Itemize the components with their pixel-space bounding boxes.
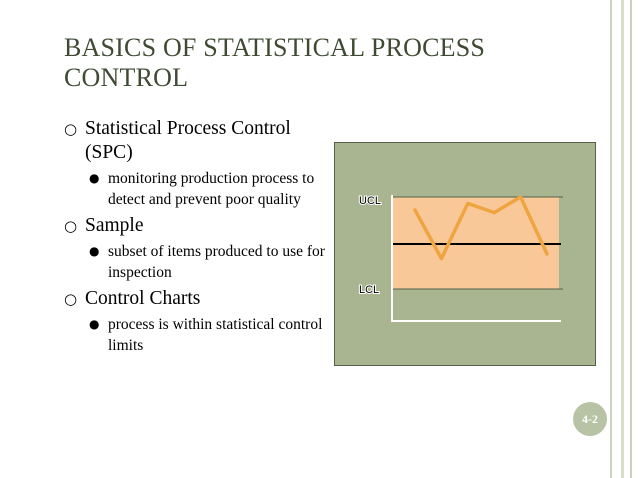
sub-bullet-control-charts-definition: ● process is within statistical control … [89, 314, 326, 356]
page-number-badge: 4-2 [573, 402, 607, 436]
sub-bullet-spc-definition: ● monitoring production process to detec… [89, 168, 326, 210]
filled-bullet-icon: ● [89, 171, 100, 185]
filled-bullet-icon: ● [89, 244, 100, 258]
bullet-text: Statistical Process Control (SPC) [85, 118, 291, 163]
decorative-stripe [610, 0, 612, 478]
process-line [413, 195, 549, 261]
sub-bullet-text: subset of items produced to use for insp… [108, 243, 325, 281]
ring-bullet-icon: ○ [64, 217, 78, 235]
control-chart-graphic: UCL LCL [358, 194, 563, 322]
decorative-stripe [630, 0, 632, 478]
lcl-label: LCL [359, 284, 379, 296]
ring-bullet-icon: ○ [64, 290, 78, 308]
control-chart-illustration: UCL LCL [334, 142, 596, 366]
ring-bullet-icon: ○ [64, 120, 78, 138]
sub-bullet-sample-definition: ● subset of items produced to use for in… [89, 241, 326, 283]
sub-bullet-text: monitoring production process to detect … [108, 170, 315, 208]
bullet-text: Control Charts [85, 288, 201, 309]
decorative-stripe [621, 0, 624, 478]
ucl-label: UCL [359, 195, 381, 207]
bullet-spc: ○ Statistical Process Control (SPC) [64, 117, 326, 165]
filled-bullet-icon: ● [89, 317, 100, 331]
bullet-sample: ○ Sample [64, 214, 326, 238]
bullet-list: ○ Statistical Process Control (SPC) ● mo… [64, 117, 326, 356]
slide-title: BASICS OF STATISTICAL PROCESS CONTROL [64, 33, 486, 92]
bullet-text: Sample [85, 215, 144, 236]
bullet-control-charts: ○ Control Charts [64, 287, 326, 311]
sub-bullet-text: process is within statistical control li… [108, 316, 323, 354]
